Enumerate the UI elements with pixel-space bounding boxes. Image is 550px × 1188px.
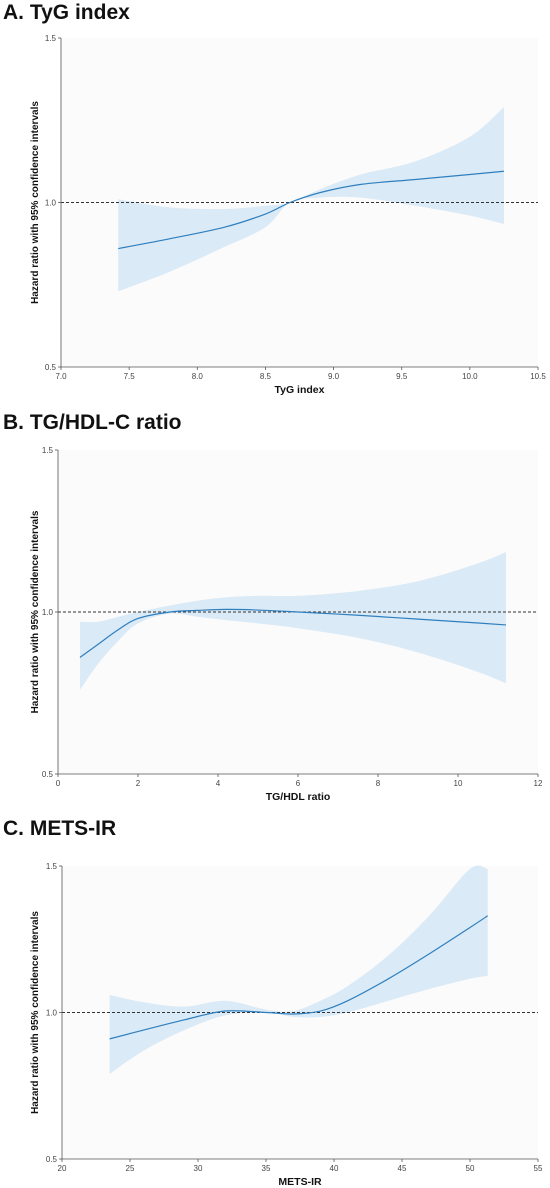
x-tick-label: 4: [216, 779, 221, 788]
x-tick-label: 9.5: [396, 372, 408, 381]
y-tick-label: 1.0: [46, 1009, 58, 1018]
x-tick-label: 40: [330, 1164, 339, 1173]
panel-tg-hdl-ratio: B. TG/HDL-C ratio 0 2 4 6 8 10 12 0.5 1.0 1.5 TG/H…: [0, 410, 550, 808]
x-axis-label: TG/HDL ratio: [266, 791, 331, 803]
y-tick-label: 0.5: [42, 770, 54, 779]
chart-tg-hdl-ratio: 0 2 4 6 8 10 12 0.5 1.0 1.5 TG/HDL ratio Hazard rat…: [30, 446, 543, 803]
x-tick-label: 7.0: [55, 372, 67, 381]
x-tick-label: 8: [376, 779, 381, 788]
x-tick-label: 55: [534, 1164, 543, 1173]
y-tick-label: 1.0: [45, 199, 57, 208]
panel-mets-ir: C. METS-IR 20 25 30 35 40 45 50 55 0.5 1.0 1.5 METS…: [0, 816, 550, 1188]
panel-title: C. METS-IR: [3, 817, 117, 840]
chart-tyg-index: 7.0 7.5 8.0 8.5 9.0 9.5 10.0 10.5 0.5 1.0 1.5 TyG i…: [30, 34, 546, 396]
x-tick-label: 10.5: [530, 372, 546, 381]
x-tick-label: 0: [56, 779, 61, 788]
x-tick-label: 20: [58, 1164, 67, 1173]
panel-title: A. TyG index: [3, 1, 130, 24]
hazard-ratio-line: [118, 170, 504, 250]
y-tick-label: 1.5: [46, 862, 58, 871]
x-tick-label: 7.5: [124, 372, 136, 381]
x-tick-label: 30: [194, 1164, 203, 1173]
x-tick-label: 12: [534, 779, 543, 788]
x-tick-label: 2: [136, 779, 141, 788]
confidence-band: [118, 107, 504, 292]
x-tick-label: 25: [126, 1164, 135, 1173]
confidence-band: [80, 552, 506, 690]
y-tick-label: 1.0: [42, 608, 54, 617]
x-axis-label: METS-IR: [278, 1176, 322, 1188]
y-tick-label: 1.5: [42, 446, 54, 455]
y-tick-label: 0.5: [46, 1155, 58, 1164]
confidence-band: [109, 865, 488, 1075]
x-tick-label: 50: [466, 1164, 475, 1173]
x-tick-label: 10: [454, 779, 463, 788]
y-axis-label: Hazard ratio with 95% confidence interva…: [30, 911, 41, 1114]
y-axis-label: Hazard ratio with 95% confidence interva…: [30, 510, 41, 713]
y-axis-label: Hazard ratio with 95% confidence interva…: [30, 101, 41, 304]
x-tick-label: 6: [296, 779, 301, 788]
x-axis-label: TyG index: [275, 384, 325, 396]
x-tick-label: 10.0: [462, 372, 478, 381]
hazard-ratio-line: [109, 915, 489, 1040]
panel-tyg-index: A. TyG index 7.0 7.5 8.0 8.5 9.0 9.5 10.0 10.5 0…: [0, 0, 550, 398]
x-tick-label: 8.5: [260, 372, 272, 381]
y-tick-label: 1.5: [45, 34, 57, 43]
panel-title: B. TG/HDL-C ratio: [3, 411, 182, 434]
x-tick-label: 35: [262, 1164, 271, 1173]
y-tick-label: 0.5: [45, 363, 57, 372]
x-tick-label: 8.0: [192, 372, 204, 381]
x-tick-label: 9.0: [328, 372, 340, 381]
chart-mets-ir: 20 25 30 35 40 45 50 55 0.5 1.0 1.5 METS-IR Hazard r…: [30, 862, 543, 1188]
hazard-ratio-line: [79, 608, 507, 658]
x-tick-label: 45: [398, 1164, 407, 1173]
